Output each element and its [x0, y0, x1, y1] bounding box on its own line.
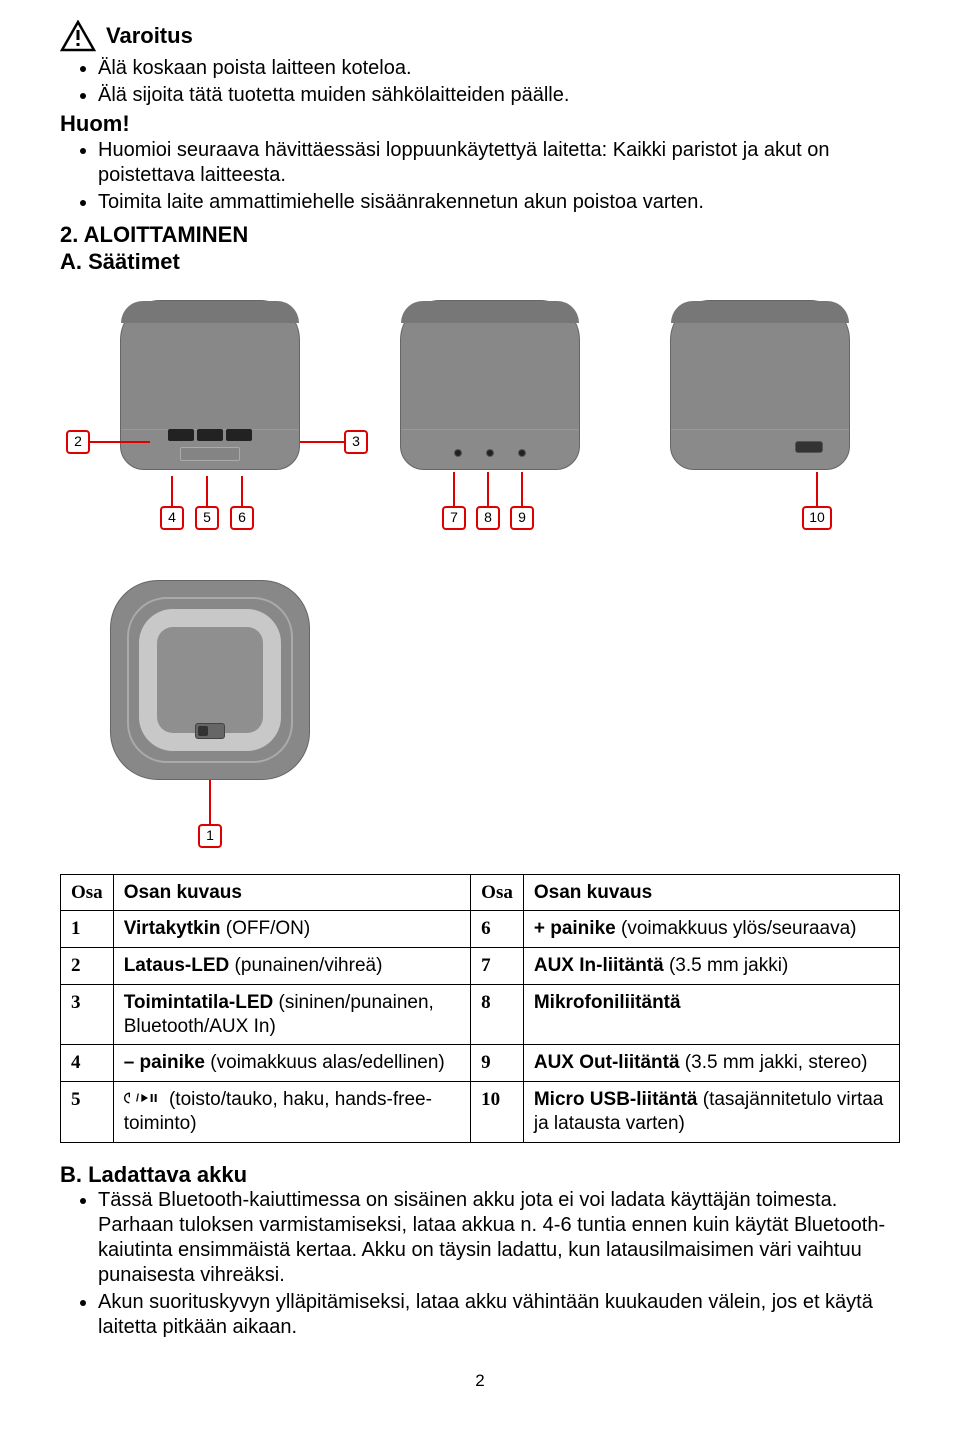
table-row: 4 – painike (voimakkuus alas/edellinen) … [61, 1045, 900, 1082]
play-pause-icon: / [124, 1088, 164, 1112]
callout-10: 10 [802, 506, 832, 530]
note-item: Toimita laite ammattimiehelle sisäänrake… [98, 190, 900, 215]
table-row: 2 Lataus-LED (punainen/vihreä) 7 AUX In-… [61, 948, 900, 985]
device-back-view [400, 300, 580, 470]
controls-diagram: 2 3 4 5 6 7 8 [60, 290, 900, 850]
section-b-title: B. Ladattava akku [60, 1161, 900, 1189]
table-row: 5 / (toisto/tauko, haku, hands-free-toim… [61, 1082, 900, 1143]
callout-6: 6 [230, 506, 254, 530]
warning-list: Älä koskaan poista laitteen koteloa. Älä… [80, 56, 900, 108]
section-b-item: Akun suorituskyvyn ylläpitämiseksi, lata… [98, 1290, 900, 1340]
table-row: 3 Toimintatila-LED (sininen/punainen, Bl… [61, 984, 900, 1045]
warning-icon [60, 20, 96, 52]
parts-table: Osa Osan kuvaus Osa Osan kuvaus 1 Virtak… [60, 874, 900, 1143]
warning-item: Älä koskaan poista laitteen koteloa. [98, 56, 900, 81]
callout-2: 2 [66, 430, 90, 454]
warning-title: Varoitus [106, 22, 193, 50]
warning-item: Älä sijoita tätä tuotetta muiden sähköla… [98, 83, 900, 108]
callout-9: 9 [510, 506, 534, 530]
device-side-view [670, 300, 850, 470]
note-label: Huom! [60, 110, 900, 138]
table-row: 1 Virtakytkin (OFF/ON) 6 + painike (voim… [61, 911, 900, 948]
callout-1: 1 [198, 824, 222, 848]
device-bottom-view [110, 580, 310, 780]
note-list: Huomioi seuraava hävittäessäsi loppuunkä… [80, 138, 900, 215]
callout-4: 4 [160, 506, 184, 530]
section-2a: A. Säätimet [60, 248, 900, 276]
callout-5: 5 [195, 506, 219, 530]
section-2-title: 2. ALOITTAMINEN [60, 221, 900, 249]
callout-7: 7 [442, 506, 466, 530]
svg-text:/: / [136, 1092, 139, 1104]
page-number: 2 [60, 1370, 900, 1391]
callout-8: 8 [476, 506, 500, 530]
th-osa-2: Osa [471, 874, 524, 911]
note-item: Huomioi seuraava hävittäessäsi loppuunkä… [98, 138, 900, 188]
th-osa: Osa [61, 874, 114, 911]
th-kuvaus: Osan kuvaus [113, 874, 470, 911]
section-b-list: Tässä Bluetooth-kaiuttimessa on sisäinen… [80, 1188, 900, 1340]
th-kuvaus-2: Osan kuvaus [523, 874, 899, 911]
section-b-item: Tässä Bluetooth-kaiuttimessa on sisäinen… [98, 1188, 900, 1288]
callout-3: 3 [344, 430, 368, 454]
